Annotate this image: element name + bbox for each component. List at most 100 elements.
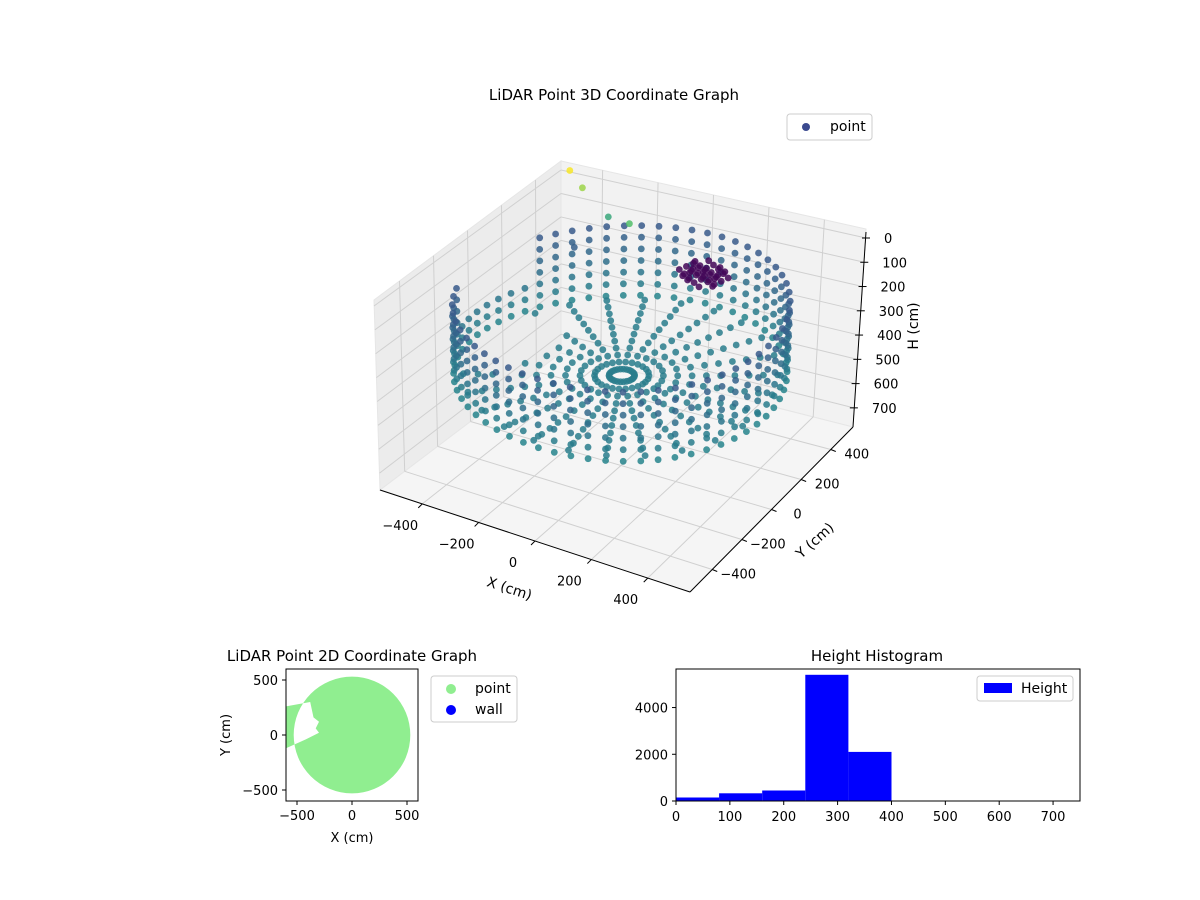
point-3d <box>552 242 559 249</box>
z-tick-label-3d: 200 <box>881 281 906 296</box>
point-3d <box>519 427 527 435</box>
point-3d <box>729 308 737 316</box>
legend-3d: point <box>786 113 873 141</box>
point-3d <box>716 303 723 311</box>
grid-line-y <box>437 445 743 540</box>
point-3d <box>671 419 679 427</box>
point-3d <box>699 382 707 390</box>
point-3d <box>474 331 481 339</box>
point-3d <box>763 389 771 397</box>
point-3d <box>577 377 585 384</box>
point-3d <box>555 344 563 352</box>
point-3d <box>762 412 770 420</box>
point-3d <box>654 281 662 288</box>
point-3d <box>770 310 777 318</box>
point-3d <box>483 313 491 320</box>
point-3d <box>728 417 735 425</box>
point-3d <box>764 256 772 264</box>
x-tick-label-hist: 500 <box>933 810 958 825</box>
point-3d <box>679 389 687 397</box>
point-3d <box>650 358 658 366</box>
point-3d <box>777 360 785 368</box>
point-3d <box>568 296 576 304</box>
point-3d <box>493 414 501 422</box>
point-3d <box>473 319 481 327</box>
y-axis-label-2d: Y (cm) <box>219 714 234 757</box>
point-3d <box>711 437 719 444</box>
point-3d <box>536 269 544 276</box>
point-3d <box>741 388 748 395</box>
point-3d <box>752 320 759 327</box>
point-3d <box>670 282 678 290</box>
axes-3d: −400 −200 0 200 400 −400 −200 0 200 400 0 100 200 300… <box>379 231 907 608</box>
point-3d <box>672 306 679 314</box>
point-3d <box>602 434 609 441</box>
point-3d <box>718 371 726 379</box>
point-3d <box>771 275 779 283</box>
point-3d <box>683 263 690 270</box>
point-3d <box>676 331 684 339</box>
point-3d <box>770 352 778 359</box>
point-3d <box>519 404 527 412</box>
point-3d <box>744 358 752 366</box>
point-3d <box>762 303 770 311</box>
point-3d <box>661 319 669 327</box>
point-3d <box>755 362 763 370</box>
point-3d <box>691 258 699 265</box>
point-3d <box>731 400 739 407</box>
point-3d <box>714 271 722 279</box>
point-3d <box>672 224 680 232</box>
point-3d <box>624 351 632 359</box>
point-3d <box>637 268 645 276</box>
point-3d <box>628 337 636 345</box>
point-3d <box>688 238 696 246</box>
x-tick-label-3d: 0 <box>509 556 517 571</box>
height-histogram: Height Histogram 0 100 200 300 400 500 600 7000… <box>635 647 1081 825</box>
point-3d <box>606 310 613 318</box>
point-3d <box>675 266 683 273</box>
point-3d <box>655 234 663 242</box>
y-tick-label-2d: −500 <box>242 784 278 799</box>
x-tick-label-hist: 0 <box>672 810 680 825</box>
point-3d <box>718 406 725 414</box>
x-tick-label-2d: 500 <box>395 809 420 824</box>
histogram-bar <box>676 797 720 801</box>
z-tick-label-3d: 400 <box>877 329 902 344</box>
point-3d <box>694 424 702 432</box>
y-tick-label-3d: −200 <box>750 538 786 553</box>
point-3d <box>744 243 751 251</box>
y-tick-label-3d: 200 <box>815 478 840 493</box>
point-3d <box>650 332 658 340</box>
point-3d <box>568 227 576 235</box>
point-3d <box>703 264 710 272</box>
point-3d <box>584 386 591 394</box>
point-3d <box>536 292 544 299</box>
points-3d <box>448 167 794 465</box>
point-3d <box>659 367 666 375</box>
point-3d <box>715 360 722 367</box>
point-3d <box>552 265 559 272</box>
point-3d <box>471 377 479 384</box>
point-3d <box>536 246 544 253</box>
point-3d <box>500 423 508 430</box>
point-3d <box>620 280 627 288</box>
point-3d <box>671 270 678 278</box>
point-3d <box>704 376 711 384</box>
point-3d <box>771 287 779 295</box>
y-axis-label-3d: Y (cm) <box>792 520 837 563</box>
point-3d <box>505 398 513 406</box>
point-3d <box>493 386 500 393</box>
point-3d <box>761 315 769 322</box>
point-3d <box>464 403 472 411</box>
point-3d <box>688 415 695 423</box>
point-3d <box>601 411 609 418</box>
point-3d <box>521 296 529 304</box>
point-3d <box>531 310 539 317</box>
point-3d <box>785 288 793 296</box>
point-3d <box>608 324 616 331</box>
point-3d <box>463 346 471 353</box>
point-3d <box>672 236 679 243</box>
point-3d <box>620 234 628 241</box>
point-3d <box>521 307 529 315</box>
point-3d <box>534 432 542 440</box>
